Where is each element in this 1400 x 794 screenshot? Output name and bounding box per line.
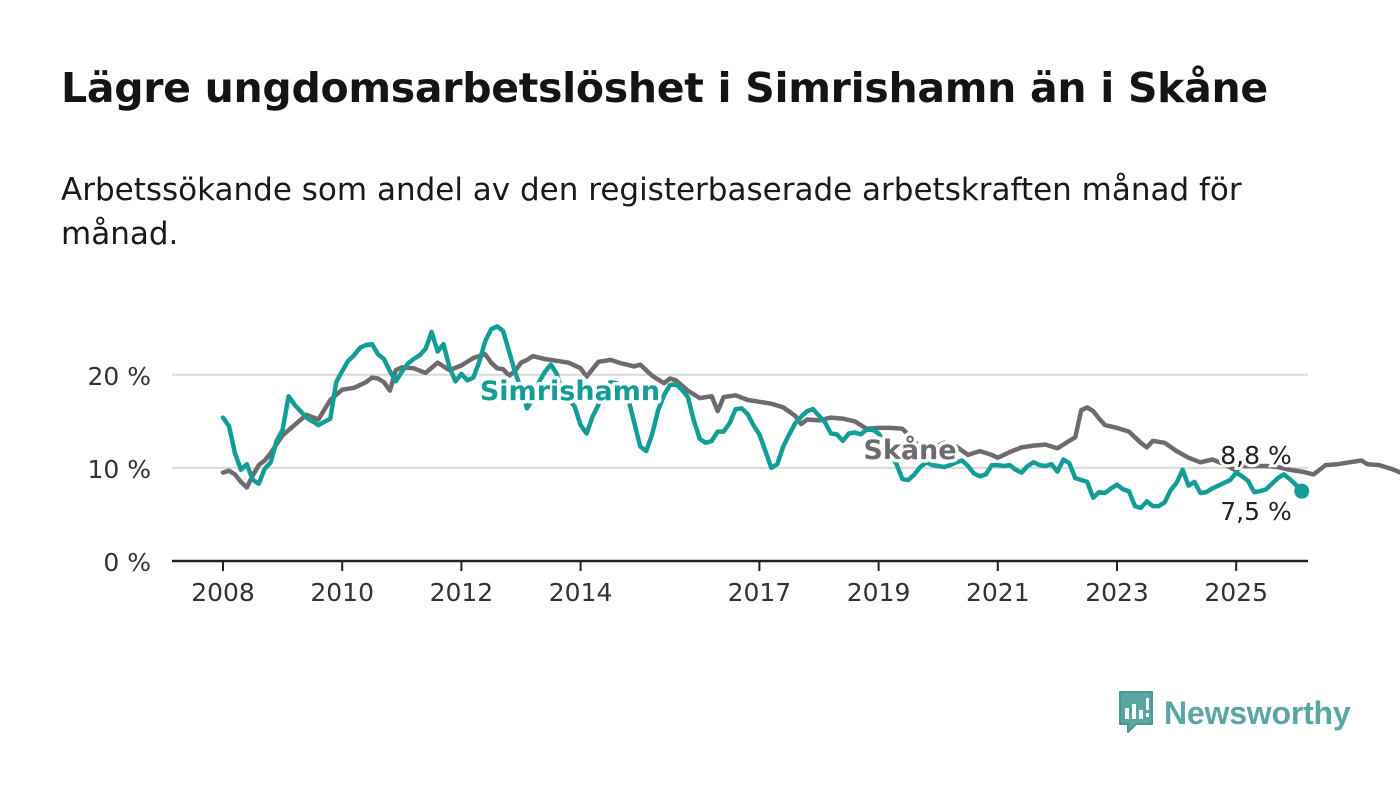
x-tick-label: 2017 [728, 578, 792, 607]
x-tick-label: 2023 [1085, 578, 1149, 607]
newsworthy-logo: Newsworthy [1118, 690, 1351, 736]
x-tick-label: 2014 [549, 578, 613, 607]
end-point-simrishamn [1294, 483, 1310, 499]
series-label-simrishamn: Simrishamn [480, 376, 660, 407]
chart-title: Lägre ungdomsarbetslöshet i Simrishamn ä… [61, 64, 1268, 112]
x-tick-label: 2012 [430, 578, 494, 607]
y-tick-label: 0 % [103, 548, 151, 577]
newsworthy-logo-icon [1119, 691, 1153, 733]
y-tick-label: 20 % [87, 362, 151, 391]
end-label-simrishamn: 7,5 % [1220, 497, 1291, 526]
x-tick-label: 2010 [310, 578, 374, 607]
x-tick-label: 2019 [847, 578, 911, 607]
newsworthy-logo-text: Newsworthy [1164, 694, 1351, 731]
end-label-skane: 8,8 % [1220, 441, 1291, 470]
x-tick-label: 2021 [966, 578, 1030, 607]
series-label-skane: Skåne [863, 434, 956, 466]
chart-subtitle: Arbetssökande som andel av den registerb… [61, 172, 1242, 252]
x-tick-label: 2025 [1204, 578, 1268, 607]
series-line-simrishamn [220, 324, 1305, 511]
x-tick-label: 2008 [191, 578, 255, 607]
y-tick-label: 10 % [87, 455, 151, 484]
series-line-skane [220, 352, 1400, 490]
